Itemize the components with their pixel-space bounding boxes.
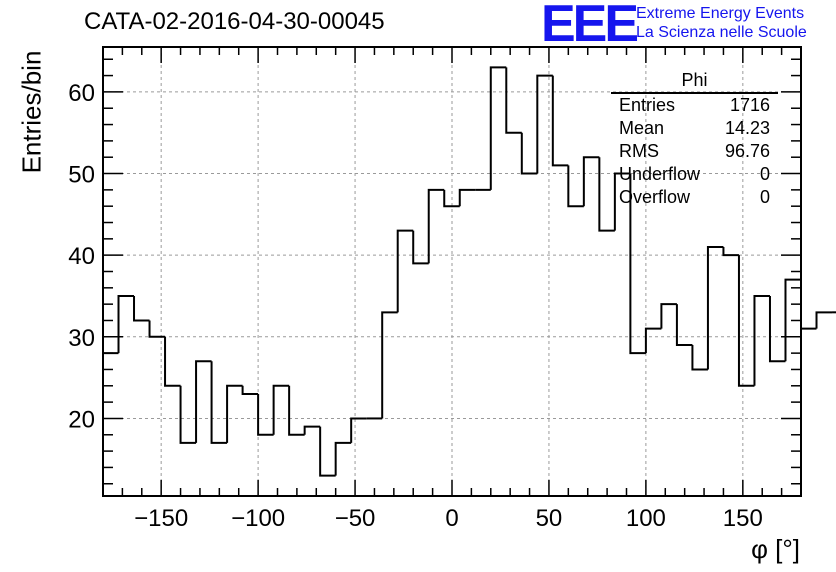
x-tick-label: −50 [335, 505, 376, 532]
y-tick-label: 50 [68, 162, 95, 189]
y-axis-label: Entries/bin [16, 50, 47, 174]
histogram-bin [815, 311, 833, 329]
stats-row-entries: Entries 1716 [611, 94, 778, 117]
stats-box: Phi Entries 1716 Mean 14.23 RMS 96.76 Un… [611, 70, 778, 209]
histogram-bin [350, 417, 367, 443]
histogram-bin [489, 66, 507, 190]
stats-row-overflow: Overflow 0 [611, 186, 778, 209]
stats-value: 96.76 [724, 141, 770, 161]
x-tick-label: 100 [626, 505, 666, 532]
histogram-bin [195, 360, 212, 443]
stats-value: 0 [759, 187, 770, 207]
histogram-bin [753, 294, 770, 386]
stats-label: Mean [619, 118, 665, 138]
histogram-bin [272, 384, 290, 435]
histogram-bin [303, 425, 321, 435]
stats-label: Entries [619, 95, 676, 115]
x-axis-label: φ [°] [751, 534, 800, 564]
histogram-bin [257, 393, 274, 436]
histogram-bin [396, 229, 414, 313]
histogram-bin [381, 311, 398, 419]
stats-title: Phi [611, 70, 778, 94]
histogram-bin [210, 361, 228, 444]
histogram-bin [148, 320, 166, 338]
histogram-bins [103, 66, 836, 477]
stats-row-underflow: Underflow 0 [611, 163, 778, 186]
histogram-bin [551, 75, 569, 167]
grid [103, 47, 801, 496]
y-tick-label: 30 [68, 325, 95, 352]
histogram-bin [536, 74, 553, 174]
y-tick-label: 40 [68, 243, 95, 270]
histogram-bin [660, 303, 677, 329]
histogram-bin [334, 441, 352, 476]
histogram-bin [458, 188, 476, 207]
x-tick-label: 150 [723, 505, 763, 532]
x-tick-label: 0 [445, 505, 458, 532]
stats-value: 14.23 [724, 118, 770, 138]
stats-value: 0 [759, 164, 770, 184]
eee-logo: EEE [541, 0, 639, 53]
histogram-bin [784, 278, 801, 362]
histogram-bin [800, 279, 817, 330]
stats-row-rms: RMS 96.76 [611, 140, 778, 163]
x-tick-label: −100 [231, 505, 285, 532]
histogram-bin [691, 344, 708, 371]
histogram-bin [505, 67, 522, 134]
histogram-bin [768, 295, 786, 363]
histogram-bin [644, 327, 662, 354]
stats-row-mean: Mean 14.23 [611, 117, 778, 140]
axis-ticks [102, 47, 802, 496]
histogram-bin [179, 385, 197, 444]
histogram-bin [613, 172, 631, 231]
histogram-bin [288, 385, 305, 436]
x-tick-label: −150 [134, 505, 188, 532]
histogram-bin [520, 132, 538, 175]
histogram-bin [412, 230, 429, 265]
logo-text: Extreme Energy Events La Scienza nelle S… [636, 4, 807, 42]
histogram-bin [737, 255, 755, 387]
histogram-bin [226, 384, 243, 443]
logo-line-1: Extreme Energy Events [636, 5, 805, 22]
histogram-bin [427, 188, 445, 264]
x-tick-label: 50 [536, 505, 563, 532]
logo-line-2: La Scienza nelle Scuole [636, 24, 807, 41]
histogram-bin [133, 295, 150, 322]
histogram-bin [443, 189, 460, 208]
chart-title: CATA-02-2016-04-30-00045 [84, 8, 385, 35]
tick-labels: −150 −100 −50 0 50 100 150 20 30 40 50 60 [68, 80, 763, 532]
histogram-bin [706, 246, 724, 370]
histogram-bin [629, 173, 646, 355]
histogram-bin [567, 165, 584, 208]
stats-label: Overflow [619, 187, 691, 207]
stats-value: 1716 [729, 95, 770, 115]
histogram-bin [241, 385, 259, 395]
histogram-bin [319, 426, 336, 477]
y-tick-label: 20 [68, 406, 95, 433]
y-tick-label: 60 [68, 80, 95, 107]
stats-label: RMS [619, 141, 659, 161]
histogram-bin [675, 304, 693, 346]
histogram-bin [598, 157, 615, 232]
plot-frame [102, 46, 802, 497]
histogram-bin [722, 247, 739, 257]
histogram-bin [582, 156, 600, 207]
histogram-bin [164, 336, 181, 387]
stats-label: Underflow [619, 164, 701, 184]
histogram-bin [117, 294, 135, 354]
